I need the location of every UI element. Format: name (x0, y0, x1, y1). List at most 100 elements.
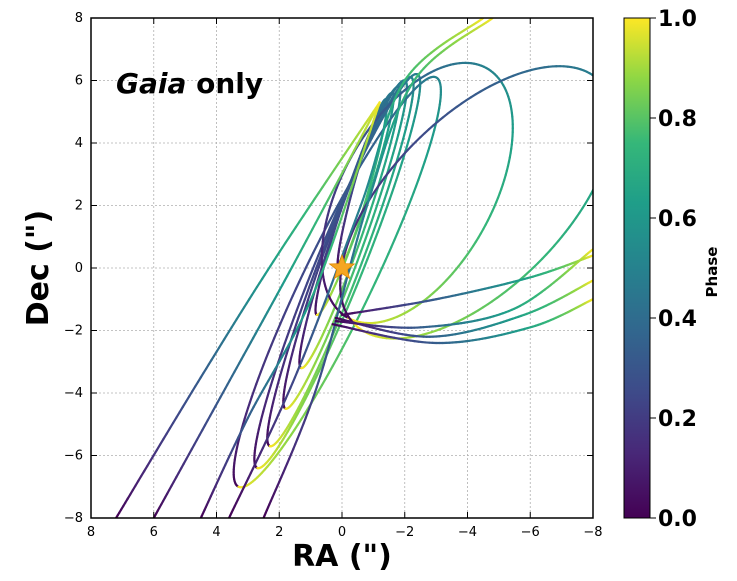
orbit-segment (329, 240, 335, 251)
orbit-segment (612, 105, 613, 108)
open-track (114, 101, 381, 518)
orbit-segment (306, 274, 312, 285)
orbit-segment (595, 77, 597, 79)
orbit-segment (270, 336, 276, 347)
orbit-segment (333, 203, 340, 213)
orbit-segment (368, 235, 373, 245)
orbit-segment (337, 202, 343, 212)
orbit-segment (363, 248, 368, 258)
colorbar-label: Phase (703, 247, 721, 298)
orbit-segment (267, 343, 273, 353)
open-track (334, 248, 593, 329)
orbit-segment (340, 151, 347, 160)
orbit-segment (379, 217, 384, 227)
orbit-segment (350, 280, 356, 290)
orbit-segment (319, 268, 325, 277)
orbit-segment (313, 390, 320, 399)
orbit-segment (285, 301, 291, 312)
orbit-segment (407, 198, 413, 207)
orbit-segment (370, 281, 377, 291)
open-track (340, 254, 593, 316)
orbit-segment (346, 331, 352, 341)
orbit-segment (386, 197, 391, 207)
orbit-segment (360, 265, 366, 275)
orbit-segment (390, 185, 396, 194)
x-tick-label: −6 (521, 525, 540, 540)
orbit-segment (612, 131, 613, 135)
x-tick-label: −4 (458, 525, 477, 540)
orbit-segment (600, 171, 602, 176)
orbit-segment (330, 221, 336, 231)
orbit-segment (279, 316, 285, 326)
orbit-segment (596, 180, 598, 185)
x-tick-label: 4 (212, 525, 220, 540)
orbit-segment (322, 233, 328, 243)
orbit-segment (309, 197, 316, 206)
orbit-segment (608, 93, 609, 96)
orbit-segment (348, 287, 354, 296)
orbit-segment (293, 309, 298, 319)
orbit-segment (343, 160, 350, 169)
orbit-segment (367, 288, 373, 299)
orbit-segment (328, 364, 334, 374)
orbit-segment (353, 323, 358, 328)
orbit-segment (283, 335, 289, 345)
orbit-segment (388, 191, 394, 201)
orbit-segment (372, 223, 378, 232)
orbit-segment (360, 302, 367, 313)
orbit-segment (305, 203, 313, 212)
open-track (152, 101, 381, 518)
orbit-segment (601, 83, 603, 85)
orbit-segment (404, 204, 410, 214)
y-axis-label: Dec (") (21, 210, 56, 327)
orbit-segment (310, 272, 316, 282)
orbit-segment (359, 153, 364, 163)
orbit-segment (325, 174, 332, 183)
orbit-segment (298, 214, 305, 223)
orbit-segment (340, 190, 347, 200)
orbit-segment (329, 339, 335, 348)
colorbar-ticks: 0.0 0.2 0.4 0.6 0.8 1.0 (650, 7, 697, 532)
orbit-segment (387, 245, 393, 256)
orbit-segment (365, 242, 371, 251)
orbit-segment (334, 207, 340, 217)
orbit-segment (363, 258, 369, 268)
star-marker-layer (328, 253, 356, 280)
orbit-segment (358, 159, 365, 168)
orbit-segment (347, 188, 352, 199)
orbit-segment (294, 220, 301, 229)
orbit-segment (335, 326, 341, 335)
orbit-segment (414, 178, 420, 188)
orbit-segment (313, 191, 320, 200)
orbit-segment (308, 251, 315, 262)
orbit-segment (305, 258, 311, 269)
x-tick-label: −2 (395, 525, 414, 540)
y-tick-label: 2 (75, 199, 83, 214)
orbit-segment (317, 185, 324, 194)
x-tick-label: 6 (150, 525, 158, 540)
orbit-segment (288, 294, 294, 305)
orbit-segment (308, 228, 314, 237)
orbit-segment (381, 210, 387, 220)
x-tick-label: 0 (338, 525, 346, 540)
y-tick-label: 8 (75, 11, 83, 26)
x-axis-label: RA (") (292, 539, 392, 574)
orbit-segment (329, 210, 336, 220)
orbit-segment (314, 216, 320, 225)
orbit-segment (611, 102, 612, 105)
orbit-segment (347, 154, 353, 163)
orbit-segment (259, 363, 265, 373)
orbit-segment (311, 261, 317, 271)
orbit-segment (281, 342, 286, 351)
orbit-segment (603, 85, 605, 87)
orbit-segment (335, 209, 341, 218)
orbit-segment (605, 88, 607, 91)
orbit-segment (374, 274, 380, 284)
orbit-segment (327, 227, 333, 237)
orbit-segment (337, 172, 343, 182)
axis-ticks: 8 6 4 2 0 −2 −4 −6 −8 8 6 4 2 0 −2 −4 −6 −8 (64, 11, 603, 540)
orbit-segment (327, 191, 334, 200)
orbit-segment (326, 247, 332, 258)
orbit-segment (598, 175, 600, 180)
